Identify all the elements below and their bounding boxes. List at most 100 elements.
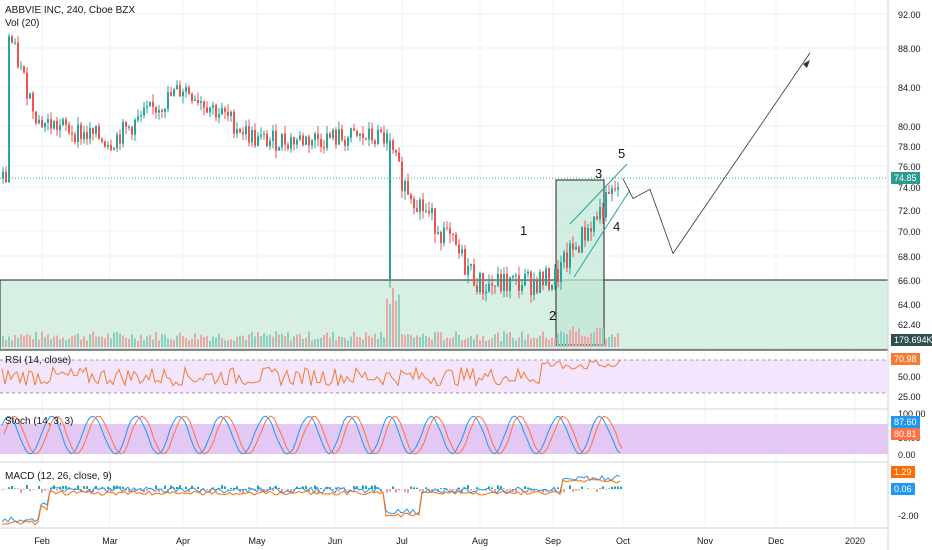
x-tick-label: May [248,536,266,546]
price-candle [467,265,469,275]
volume-bar [497,332,499,347]
price-candle [299,135,301,140]
volume-bar [368,335,370,347]
price-candle [83,132,85,140]
price-candle [527,271,529,274]
volume-bar [470,335,472,347]
macd-histogram-bar [317,489,319,493]
price-candle [164,108,166,112]
volume-bar [578,328,580,347]
macd-histogram-bar [257,485,259,489]
volume-bar [467,337,469,347]
price-candle [140,115,142,117]
macd-histogram-bar [236,486,238,489]
volume-bar [392,287,394,347]
price-candle [368,128,370,140]
volume-bar [251,331,253,347]
macd-histogram-bar [347,489,349,490]
price-candle [188,87,190,94]
price-candle [218,114,220,118]
macd-histogram-bar [533,489,535,493]
macd-histogram-bar [488,486,490,489]
macd-histogram-bar [131,489,133,490]
y-tick-label: 66.00 [898,276,921,286]
y-tick-label: 84.00 [898,83,921,93]
volume-bar [107,333,109,347]
macd-histogram-bar [242,489,244,493]
macd-histogram-bar [134,489,136,492]
price-candle [344,139,346,146]
macd-histogram-bar [413,487,415,489]
volume-bar [128,338,130,347]
macd-histogram-bar [608,488,610,489]
macd-histogram-bar [398,489,400,491]
stoch-tick-label: 100.00 [898,409,926,419]
price-candle [542,272,544,286]
volume-bar [179,332,181,347]
volume-bar [575,331,577,347]
volume-bar [350,336,352,347]
price-candle [317,133,319,140]
price-candle [26,72,28,99]
volume-bar [293,336,295,347]
chart-title: ABBVIE INC, 240, Cboe BZX [5,5,136,16]
volume-bar [329,337,331,347]
volume-bar [104,338,106,347]
price-candle [440,232,442,243]
price-candle [605,191,607,218]
macd-histogram-bar [110,489,112,492]
macd-histogram-bar [491,487,493,489]
macd-histogram-bar [467,485,469,489]
macd-histogram-bar [260,489,262,492]
x-tick-label: Feb [34,536,50,546]
volume-bar [515,340,517,347]
price-candle [146,106,148,108]
volume-bar [563,332,565,347]
macd-histogram-bar [425,487,427,489]
volume-bar [227,340,229,347]
volume-bar [407,333,409,347]
price-candle [8,36,10,183]
price-candle [377,129,379,144]
price-candle [347,137,349,146]
macd-histogram-bar [221,485,223,489]
price-candle [248,126,250,143]
volume-bar [536,338,538,347]
price-candle [554,269,556,286]
price-candle [383,132,385,144]
price-candle [182,91,184,97]
macd-histogram-bar [32,489,34,490]
price-candle [560,262,562,282]
volume-bar [131,334,133,347]
price-candle [29,93,31,99]
macd-line [1,474,621,524]
macd-histogram-bar [269,486,271,489]
price-candle [350,128,352,138]
price-candle [452,234,454,236]
macd-histogram-bar [20,489,22,493]
price-candle [263,133,265,135]
macd-histogram-bar [320,488,322,489]
price-candle [410,194,412,199]
volume-bar [59,339,61,347]
price-candle [35,111,37,124]
price-candle [77,124,79,142]
macd-histogram-bar [494,489,496,493]
price-candle [215,104,217,118]
volume-bar [509,331,511,347]
price-candle [572,243,574,250]
volume-bar [164,334,166,347]
macd-histogram-bar [611,486,613,489]
price-candle [314,133,316,141]
volume-bar [11,340,13,347]
volume-bar [569,329,571,347]
macd-histogram-bar [581,486,583,489]
price-candle [602,207,604,218]
macd-histogram-bar [575,489,577,491]
price-candle [62,119,64,126]
price-candle [5,171,7,183]
rsi-label: RSI (14, close) [5,355,72,366]
price-candle [122,122,124,144]
price-candle [200,101,202,103]
